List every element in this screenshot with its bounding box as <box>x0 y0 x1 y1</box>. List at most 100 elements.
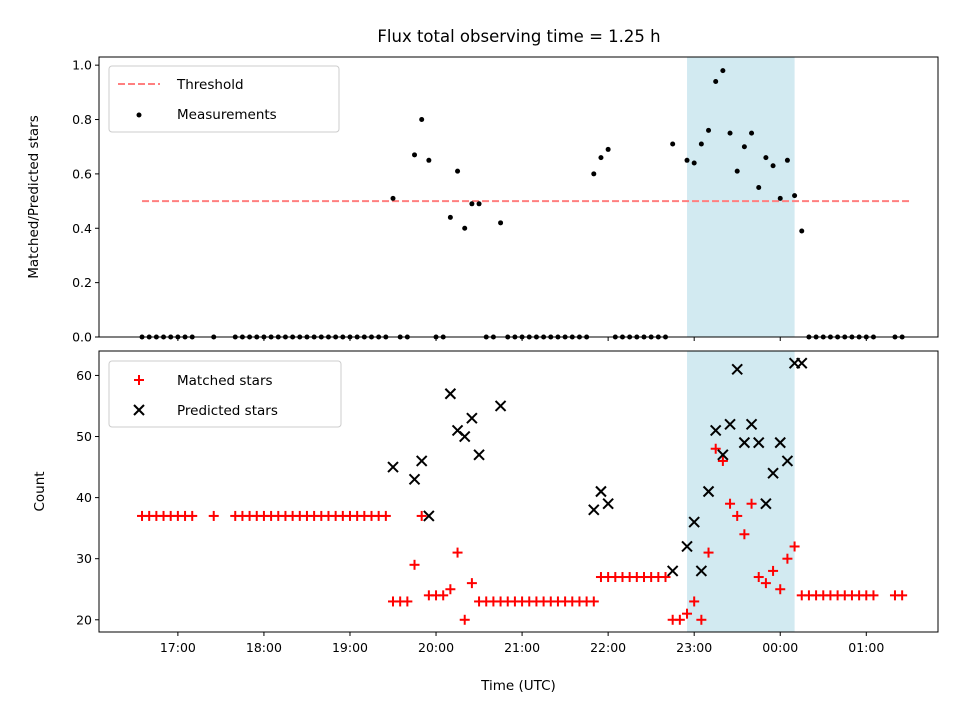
measurement-point <box>412 152 418 158</box>
matched-star-point <box>775 584 786 595</box>
bottom-panel: 20 30 40 50 60 17:00 18:00 19:00 20:00 21:00 22:0… <box>32 350 939 694</box>
bottom-legend-box <box>108 360 342 428</box>
matched-star-point <box>380 510 391 521</box>
matched-star-point <box>682 608 693 619</box>
measurement-point <box>447 214 453 220</box>
cross-b <box>767 467 779 479</box>
legend-measurements-label: Measurements <box>177 107 277 123</box>
matched-star-point <box>689 596 700 607</box>
predicted-star-point <box>709 424 722 437</box>
predicted-star-point <box>767 467 779 479</box>
matched-star-point <box>739 529 750 540</box>
predicted-star-point <box>724 418 736 431</box>
cross-b <box>387 461 399 473</box>
legend-matched-swatch <box>134 375 144 385</box>
measurement-point <box>598 155 604 161</box>
cross-b <box>745 418 758 431</box>
x-tick-label: 23:00 <box>676 640 712 655</box>
cross-b <box>595 485 607 498</box>
predicted-star-point <box>459 430 471 443</box>
measurement-point <box>727 130 733 136</box>
matched-star-point <box>674 614 685 625</box>
predicted-star-point <box>588 504 600 516</box>
cross-b <box>444 388 457 400</box>
cross-b <box>753 436 765 449</box>
matched-star-point <box>416 510 427 521</box>
measurement-point <box>476 201 482 207</box>
y-tick-label: 20 <box>76 612 92 627</box>
x-tick-label: 00:00 <box>762 640 798 655</box>
bottom-y-axis-label: Count <box>32 471 48 511</box>
cross-b <box>451 424 464 437</box>
cross-b <box>731 363 743 376</box>
legend-plus-mark <box>134 375 144 385</box>
bottom-x-axis-label: Time (UTC) <box>480 678 556 694</box>
top-highlight-band <box>687 57 795 337</box>
matched-star-point <box>789 541 800 552</box>
matched-star-point <box>588 596 599 607</box>
measurement-point <box>763 155 769 161</box>
cross-b <box>466 412 478 424</box>
bottom-axes-frame <box>98 350 939 633</box>
predicted-star-point <box>595 485 607 498</box>
legend-predicted-swatch <box>133 404 145 416</box>
matched-star-point <box>438 590 449 601</box>
matched-star-point <box>402 596 413 607</box>
predicted-star-point <box>760 498 772 510</box>
cross-b <box>724 418 736 431</box>
legend-predicted-label: Predicted stars <box>177 403 278 419</box>
y-tick-label: 60 <box>76 368 92 383</box>
cross-b <box>666 565 679 577</box>
y-tick-label: 50 <box>76 429 92 444</box>
matched-star-point <box>710 443 721 454</box>
measurement-point <box>698 141 704 147</box>
matched-star-point <box>452 547 463 558</box>
measurement-point <box>749 130 755 136</box>
matched-stars-series <box>137 443 908 625</box>
top-axes-frame <box>98 56 939 338</box>
predicted-star-point <box>473 449 485 461</box>
matched-star-point <box>696 614 707 625</box>
predicted-star-point <box>753 436 765 449</box>
bottom-legend: Matched stars Predicted stars <box>108 360 342 428</box>
matched-star-point <box>703 547 714 558</box>
measurement-point <box>591 171 597 177</box>
cross-b <box>494 400 507 412</box>
predicted-star-point <box>745 418 758 431</box>
predicted-star-point <box>602 498 614 510</box>
matched-star-point <box>466 578 477 589</box>
measurement-point <box>390 195 396 201</box>
cross-b <box>695 565 708 577</box>
matched-star-point <box>746 498 757 509</box>
matched-star-point <box>760 578 771 589</box>
top-y-axis: 0.0 0.2 0.4 0.6 0.8 1.0 <box>72 58 99 345</box>
legend-cross-mark <box>133 404 145 416</box>
predicted-star-point <box>688 516 700 528</box>
predicted-star-point <box>695 565 708 577</box>
bottom-highlight-band <box>687 351 795 632</box>
predicted-star-point <box>774 436 786 449</box>
matched-star-point <box>732 510 743 521</box>
predicted-star-point <box>408 473 421 485</box>
measurement-point <box>498 220 504 226</box>
matched-star-point <box>868 590 879 601</box>
measurement-point <box>605 146 611 152</box>
cross-b <box>133 404 145 416</box>
x-tick-label: 01:00 <box>848 640 884 655</box>
cross-b <box>738 436 751 449</box>
cross-b <box>709 424 722 437</box>
measurement-point <box>784 157 790 163</box>
x-tick-label: 17:00 <box>160 640 196 655</box>
matched-star-point <box>459 614 470 625</box>
measurement-point <box>720 68 726 74</box>
cross-b <box>681 540 693 553</box>
predicted-star-point <box>717 449 729 461</box>
x-tick-label: 22:00 <box>590 640 626 655</box>
measurement-point <box>670 141 676 147</box>
measurement-point <box>462 225 468 231</box>
y-tick-label: 0.6 <box>72 166 92 181</box>
measurement-point <box>799 228 805 234</box>
matched-star-point <box>208 510 219 521</box>
x-tick-label: 20:00 <box>418 640 454 655</box>
